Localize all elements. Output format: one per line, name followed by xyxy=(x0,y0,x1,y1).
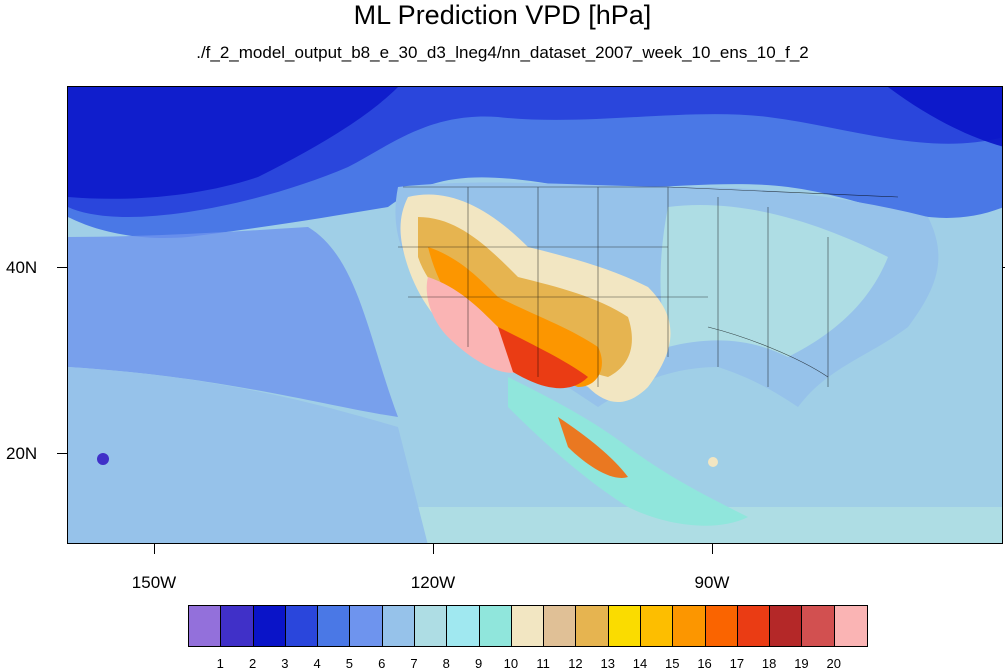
colorbar-swatch xyxy=(382,606,415,646)
lon-label-120w: 120W xyxy=(410,573,456,592)
colorbar-swatch xyxy=(673,606,706,646)
map-title: ML Prediction VPD [hPa] xyxy=(353,0,652,30)
boundary-lines xyxy=(398,186,899,387)
colorbar-swatch xyxy=(705,606,738,646)
colorbar-swatch xyxy=(285,606,319,646)
colorbar-swatch xyxy=(576,606,609,646)
colorbar-label: 19 xyxy=(794,656,809,671)
colorbar-swatch xyxy=(544,606,577,646)
colorbar-swatch xyxy=(189,606,222,646)
lat-tick-40n-right xyxy=(1003,267,1005,268)
colorbar-swatch xyxy=(802,606,835,646)
colorbar-label: 11 xyxy=(536,656,550,671)
field-mexico-inland xyxy=(558,417,628,478)
field-northwest-darkest xyxy=(68,87,398,199)
lat-tick-20n xyxy=(57,453,67,454)
colorbar-label: 4 xyxy=(313,656,321,671)
colorbar-swatch xyxy=(221,606,254,646)
field-southwest-peak xyxy=(426,277,522,373)
colorbar-label: 18 xyxy=(761,656,777,671)
map-subtitle: ./f_2_model_output_b8_e_30_d3_lneg4/nn_d… xyxy=(196,43,809,62)
colorbar-swatch xyxy=(447,606,480,646)
lat-label-40n: 40N xyxy=(6,258,38,277)
field-mexico-hot xyxy=(498,327,588,389)
colorbar-swatch xyxy=(737,606,771,646)
colorbar-label: 10 xyxy=(503,656,519,671)
lon-label-150w: 150W xyxy=(131,573,177,592)
colorbar-label: 16 xyxy=(697,656,712,671)
colorbar-label: 5 xyxy=(345,656,354,671)
colorbar-swatch xyxy=(770,606,803,646)
colorbar-swatch xyxy=(640,606,674,646)
colorbar-label: 2 xyxy=(248,656,257,671)
colorbar-swatch xyxy=(350,606,383,646)
lon-label-90w: 90W xyxy=(694,573,730,592)
field-southwest-hot xyxy=(428,247,602,387)
colorbar-label: 14 xyxy=(632,656,648,671)
field-hawaii xyxy=(97,453,109,465)
colorbar-swatch xyxy=(608,606,641,646)
colorbar-label: 3 xyxy=(281,656,289,671)
field-central-america xyxy=(508,377,748,526)
colorbar-swatch xyxy=(479,606,512,646)
colorbar-label: 20 xyxy=(826,656,841,671)
colorbar-label: 8 xyxy=(442,656,450,671)
colorbar-label: 13 xyxy=(600,656,615,671)
colorbar-swatch xyxy=(414,606,448,646)
field-us-east xyxy=(660,205,888,357)
colorbar-label: 1 xyxy=(216,656,224,671)
field-pacific-south xyxy=(68,367,428,543)
vpd-map xyxy=(67,86,1003,544)
colorbar-label: 7 xyxy=(410,656,418,671)
field-pacific-band xyxy=(68,227,398,417)
colorbar xyxy=(188,605,868,647)
lat-tick-40n xyxy=(57,267,67,268)
colorbar-label: 17 xyxy=(729,656,745,671)
colorbar-label: 9 xyxy=(474,656,483,671)
lat-label-20n: 20N xyxy=(6,444,38,463)
vpd-field-svg xyxy=(68,87,1002,543)
field-northeast-dark xyxy=(888,87,1002,147)
colorbar-swatch xyxy=(834,606,867,646)
colorbar-label: 15 xyxy=(665,656,680,671)
field-caribbean xyxy=(708,457,718,467)
colorbar-label: 6 xyxy=(378,656,386,671)
lon-tick-120w xyxy=(433,544,434,554)
lon-tick-150w xyxy=(154,544,155,554)
colorbar-label: 12 xyxy=(568,656,583,671)
colorbar-swatch xyxy=(511,606,545,646)
lon-tick-90w xyxy=(712,544,713,554)
colorbar-swatch xyxy=(253,606,286,646)
colorbar-swatch xyxy=(318,606,351,646)
